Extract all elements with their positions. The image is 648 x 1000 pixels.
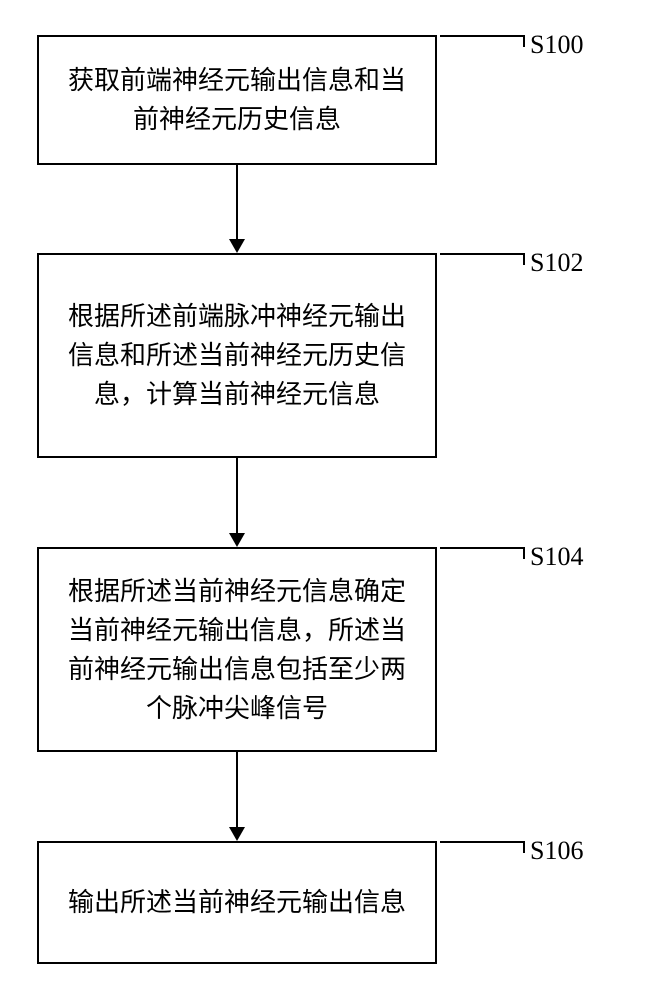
- flow-node-label-s100: S100: [530, 30, 583, 60]
- flow-node-s104: 根据所述当前神经元信息确定当前神经元输出信息，所述当前神经元输出信息包括至少两个…: [37, 547, 437, 752]
- flowchart-canvas: 获取前端神经元输出信息和当前神经元历史信息 S100 根据所述前端脉冲神经元输出信息…: [0, 0, 648, 1000]
- flow-node-text: 根据所述前端脉冲神经元输出信息和所述当前神经元历史信息，计算当前神经元信息: [59, 297, 415, 414]
- leader-line: [440, 547, 525, 559]
- leader-line: [440, 841, 525, 853]
- flow-node-s100: 获取前端神经元输出信息和当前神经元历史信息: [37, 35, 437, 165]
- arrow-head-icon: [229, 827, 245, 841]
- arrow-head-icon: [229, 239, 245, 253]
- leader-line: [440, 253, 525, 265]
- leader-line: [440, 35, 525, 47]
- flow-node-text: 输出所述当前神经元输出信息: [68, 883, 406, 922]
- flow-arrow: [236, 165, 238, 241]
- flow-node-label-s106: S106: [530, 836, 583, 866]
- flow-node-label-s104: S104: [530, 542, 583, 572]
- flow-node-s106: 输出所述当前神经元输出信息: [37, 841, 437, 964]
- flow-node-text: 获取前端神经元输出信息和当前神经元历史信息: [59, 61, 415, 139]
- flow-arrow: [236, 458, 238, 535]
- flow-node-label-s102: S102: [530, 248, 583, 278]
- flow-arrow: [236, 752, 238, 829]
- flow-node-s102: 根据所述前端脉冲神经元输出信息和所述当前神经元历史信息，计算当前神经元信息: [37, 253, 437, 458]
- arrow-head-icon: [229, 533, 245, 547]
- flow-node-text: 根据所述当前神经元信息确定当前神经元输出信息，所述当前神经元输出信息包括至少两个…: [59, 572, 415, 728]
